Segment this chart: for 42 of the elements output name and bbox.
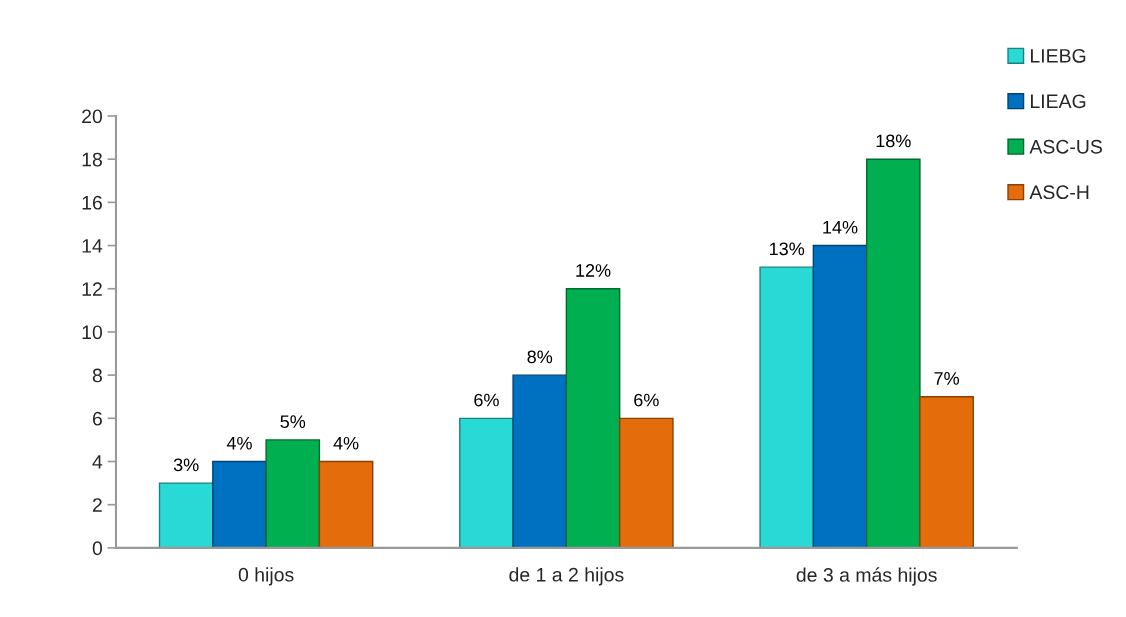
legend-label: ASC-H xyxy=(1029,185,1089,200)
bar xyxy=(459,417,514,548)
y-tick-label: 14 xyxy=(82,239,103,253)
legend-label: ASC-US xyxy=(1029,139,1102,154)
data-label: 14% xyxy=(823,220,858,234)
bar xyxy=(318,460,374,548)
data-label: 8% xyxy=(527,350,553,364)
x-tick-label: de 1 a 2 hijos xyxy=(509,567,624,586)
x-tick-label: de 3 a más hijos xyxy=(796,567,937,586)
bar xyxy=(919,396,974,548)
y-tick-label: 4 xyxy=(92,455,103,469)
data-label: 5% xyxy=(280,415,306,429)
x-tick-label: 0 hijos xyxy=(238,567,294,586)
bar xyxy=(565,288,621,548)
bar xyxy=(158,482,214,548)
y-tick-label: 18 xyxy=(82,152,102,167)
bar xyxy=(812,244,868,548)
bar xyxy=(265,439,321,548)
y-tick-label: 2 xyxy=(92,498,102,512)
data-label: 3% xyxy=(173,458,199,472)
data-label: 4% xyxy=(226,436,252,450)
legend-label: LIEAG xyxy=(1031,94,1086,109)
data-label: 6% xyxy=(474,393,499,407)
data-label: 6% xyxy=(634,393,659,407)
data-label: 4% xyxy=(333,436,359,450)
data-label: 7% xyxy=(934,372,959,385)
y-tick-label: 8 xyxy=(92,368,102,383)
y-tick-label: 16 xyxy=(82,195,102,210)
y-tick-label: 20 xyxy=(82,109,103,124)
data-label: 13% xyxy=(770,242,805,256)
legend-label: LIEBG xyxy=(1031,48,1086,63)
data-label: 18% xyxy=(876,134,911,148)
bar xyxy=(865,158,921,548)
bar xyxy=(759,266,815,548)
y-tick-label: 12 xyxy=(82,282,102,296)
y-tick-label: 6 xyxy=(92,411,102,426)
bar xyxy=(512,374,568,548)
bar xyxy=(212,460,267,548)
y-tick-label: 0 xyxy=(92,541,103,556)
data-label: 12% xyxy=(576,264,611,277)
y-tick-label: 10 xyxy=(82,325,103,340)
bar xyxy=(618,417,674,548)
